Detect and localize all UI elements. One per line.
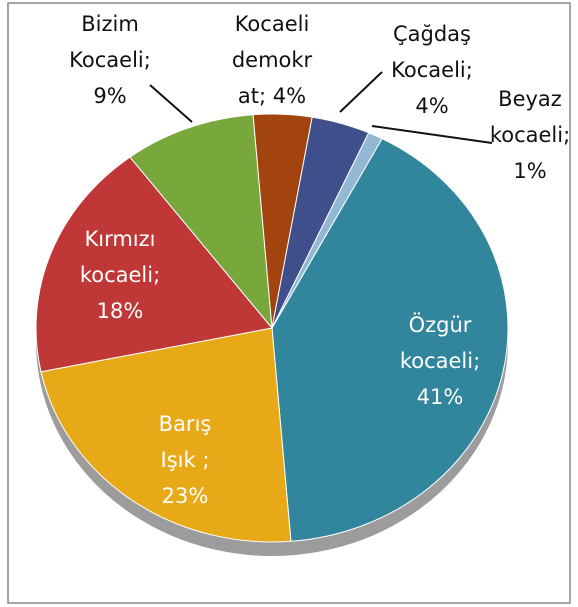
data-label: Beyaz — [498, 87, 562, 111]
data-label: 9% — [93, 84, 126, 108]
data-label: kocaeli; — [80, 263, 160, 287]
leader-line — [149, 84, 193, 123]
data-label: kocaeli; — [490, 123, 570, 147]
data-label: 23% — [162, 484, 209, 508]
leader-line — [339, 71, 383, 113]
data-label: 41% — [417, 385, 464, 409]
pie-slice — [129, 114, 273, 330]
data-label: Kocaeli; — [69, 48, 151, 72]
data-label: Işık ; — [161, 448, 210, 472]
leader-line — [371, 125, 493, 144]
pie-slice — [271, 132, 383, 329]
pie-slice — [35, 156, 273, 373]
pie-slice — [40, 327, 292, 543]
data-label: Çağdaş — [393, 22, 471, 46]
data-label: 1% — [513, 159, 546, 183]
data-label: Barış — [159, 412, 212, 436]
data-label: Özgür — [409, 312, 472, 337]
data-label: Kırmızı — [84, 227, 155, 251]
data-label: Bizim — [81, 12, 139, 36]
data-label: 18% — [97, 299, 144, 323]
data-label: at; 4% — [238, 84, 306, 108]
data-label: Kocaeli; — [391, 58, 473, 82]
data-label: demokr — [232, 48, 313, 72]
data-label: Kocaeli — [235, 12, 310, 36]
pie-slice — [271, 138, 509, 542]
data-label: 4% — [415, 94, 448, 118]
data-label: kocaeli; — [400, 349, 480, 373]
